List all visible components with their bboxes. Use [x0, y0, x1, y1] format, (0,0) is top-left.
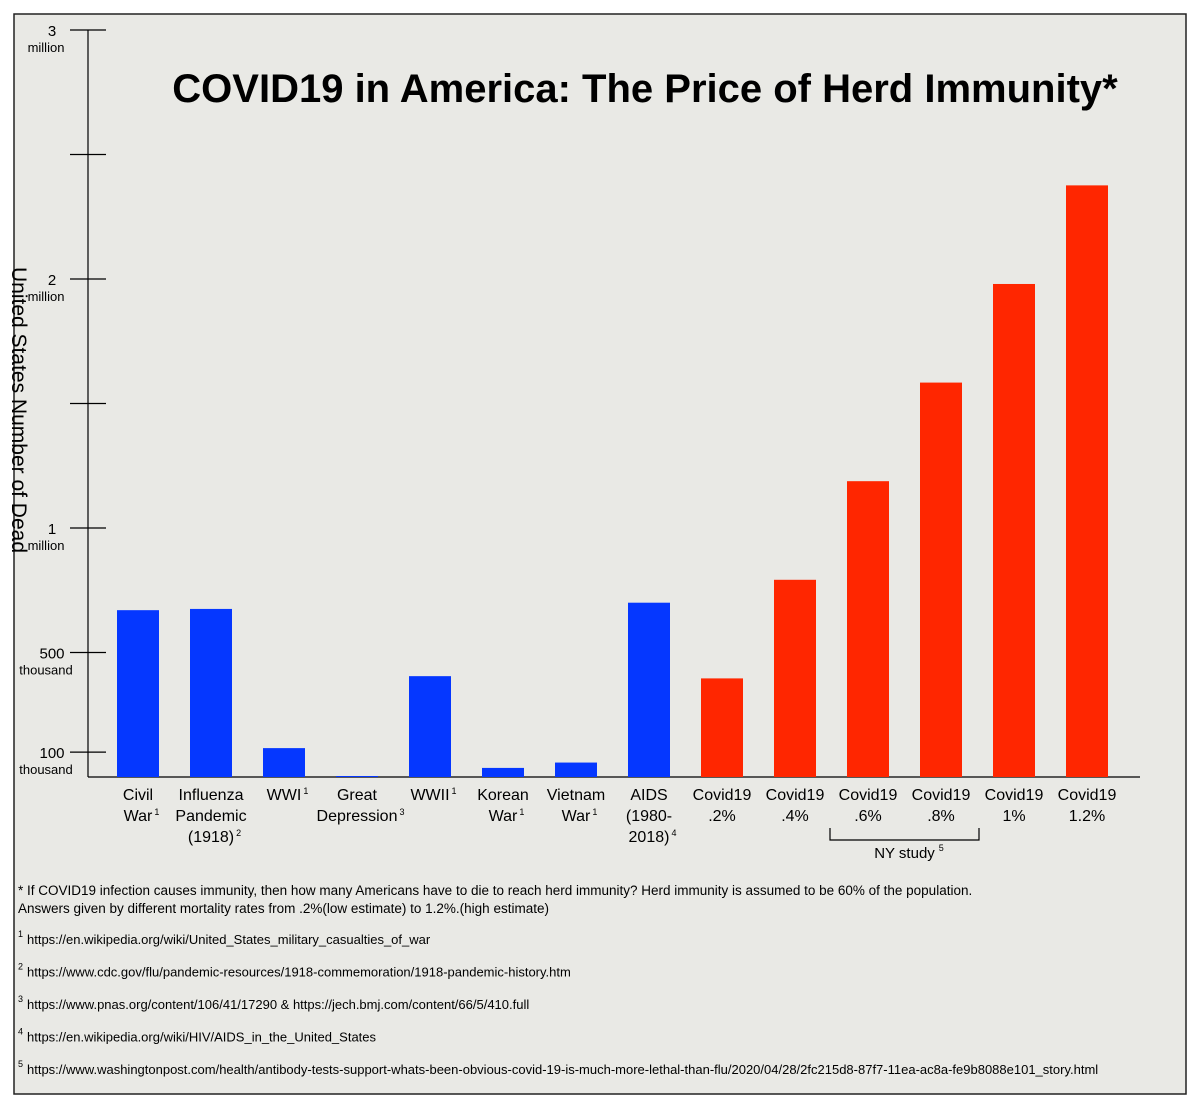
bar	[628, 602, 670, 777]
y-tick-unit: thousand	[19, 762, 73, 777]
y-tick-unit: thousand	[19, 663, 73, 678]
x-tick-label: Depression	[317, 808, 398, 825]
x-tick-label: .6%	[854, 808, 882, 825]
x-tick-label: 1%	[1002, 808, 1025, 825]
x-tick-label: Covid19	[1058, 787, 1117, 804]
x-tick-note: 3	[399, 807, 404, 817]
x-tick-label: .2%	[708, 808, 736, 825]
bar	[409, 676, 451, 777]
x-tick-label: WWI	[267, 787, 302, 804]
source-url: https://www.cdc.gov/flu/pandemic-resourc…	[27, 965, 571, 980]
x-tick-note: 2	[236, 828, 241, 838]
x-tick-label: Covid19	[839, 787, 898, 804]
y-tick-unit: million	[28, 538, 65, 553]
bracket-label: NY study	[874, 845, 935, 862]
source-url: https://en.wikipedia.org/wiki/United_Sta…	[27, 932, 431, 947]
x-tick-label: Civil	[123, 787, 153, 804]
bar	[847, 481, 889, 777]
y-tick-label: 500	[39, 646, 64, 663]
x-tick-note: 1	[592, 807, 597, 817]
bar	[774, 579, 816, 777]
x-tick-label: War	[124, 808, 153, 825]
source-url: https://www.washingtonpost.com/health/an…	[27, 1062, 1098, 1077]
bar	[920, 382, 962, 777]
x-tick-label: War	[562, 808, 591, 825]
x-tick-label: 2018)	[629, 829, 670, 846]
y-tick-label: 2	[48, 272, 56, 289]
bar	[993, 283, 1035, 777]
source-number: 5	[18, 1059, 23, 1069]
bar	[1066, 185, 1108, 778]
x-tick-label: WWII	[410, 787, 449, 804]
chart-title: COVID19 in America: The Price of Herd Im…	[172, 67, 1118, 111]
bar	[701, 678, 743, 777]
x-tick-label: Pandemic	[175, 808, 246, 825]
x-tick-label: Great	[337, 787, 378, 804]
x-tick-label: .8%	[927, 808, 955, 825]
bar	[263, 748, 305, 777]
x-tick-label: (1918)	[188, 829, 234, 846]
y-tick-unit: million	[28, 289, 65, 304]
x-tick-label: Covid19	[766, 787, 825, 804]
source-number: 1	[18, 929, 23, 939]
background	[13, 13, 1187, 1095]
x-tick-label: .4%	[781, 808, 809, 825]
y-tick-label: 3	[48, 23, 56, 40]
x-tick-note: 1	[452, 786, 457, 796]
x-tick-note: 4	[671, 828, 676, 838]
x-tick-label: Vietnam	[547, 787, 605, 804]
x-tick-label: Covid19	[912, 787, 971, 804]
y-tick-label: 1	[48, 521, 56, 538]
bar	[117, 610, 159, 777]
source-url: https://en.wikipedia.org/wiki/HIV/AIDS_i…	[27, 1030, 377, 1045]
x-tick-note: 1	[154, 807, 159, 817]
footnote: Answers given by different mortality rat…	[18, 901, 549, 916]
source-number: 3	[18, 994, 23, 1004]
bar	[190, 608, 232, 777]
source-url: https://www.pnas.org/content/106/41/1729…	[27, 997, 529, 1012]
x-tick-label: Influenza	[179, 787, 244, 804]
x-tick-note: 1	[519, 807, 524, 817]
x-tick-note: 1	[303, 786, 308, 796]
footnote: * If COVID19 infection causes immunity, …	[18, 883, 972, 898]
bar	[336, 776, 378, 777]
y-tick-label: 100	[39, 745, 64, 762]
x-tick-label: AIDS	[630, 787, 667, 804]
y-tick-unit: million	[28, 40, 65, 55]
x-tick-label: Covid19	[985, 787, 1044, 804]
x-tick-label: (1980-	[626, 808, 672, 825]
source-number: 2	[18, 962, 23, 972]
x-tick-label: War	[489, 808, 518, 825]
x-tick-label: 1.2%	[1069, 808, 1105, 825]
bar	[555, 762, 597, 777]
y-axis-label: United States Number of Dead	[7, 267, 30, 553]
x-tick-label: Korean	[477, 787, 529, 804]
bracket	[829, 828, 980, 841]
x-tick-label: Covid19	[693, 787, 752, 804]
bar	[482, 767, 524, 777]
bracket-note: 5	[939, 843, 944, 853]
source-number: 4	[18, 1027, 23, 1037]
